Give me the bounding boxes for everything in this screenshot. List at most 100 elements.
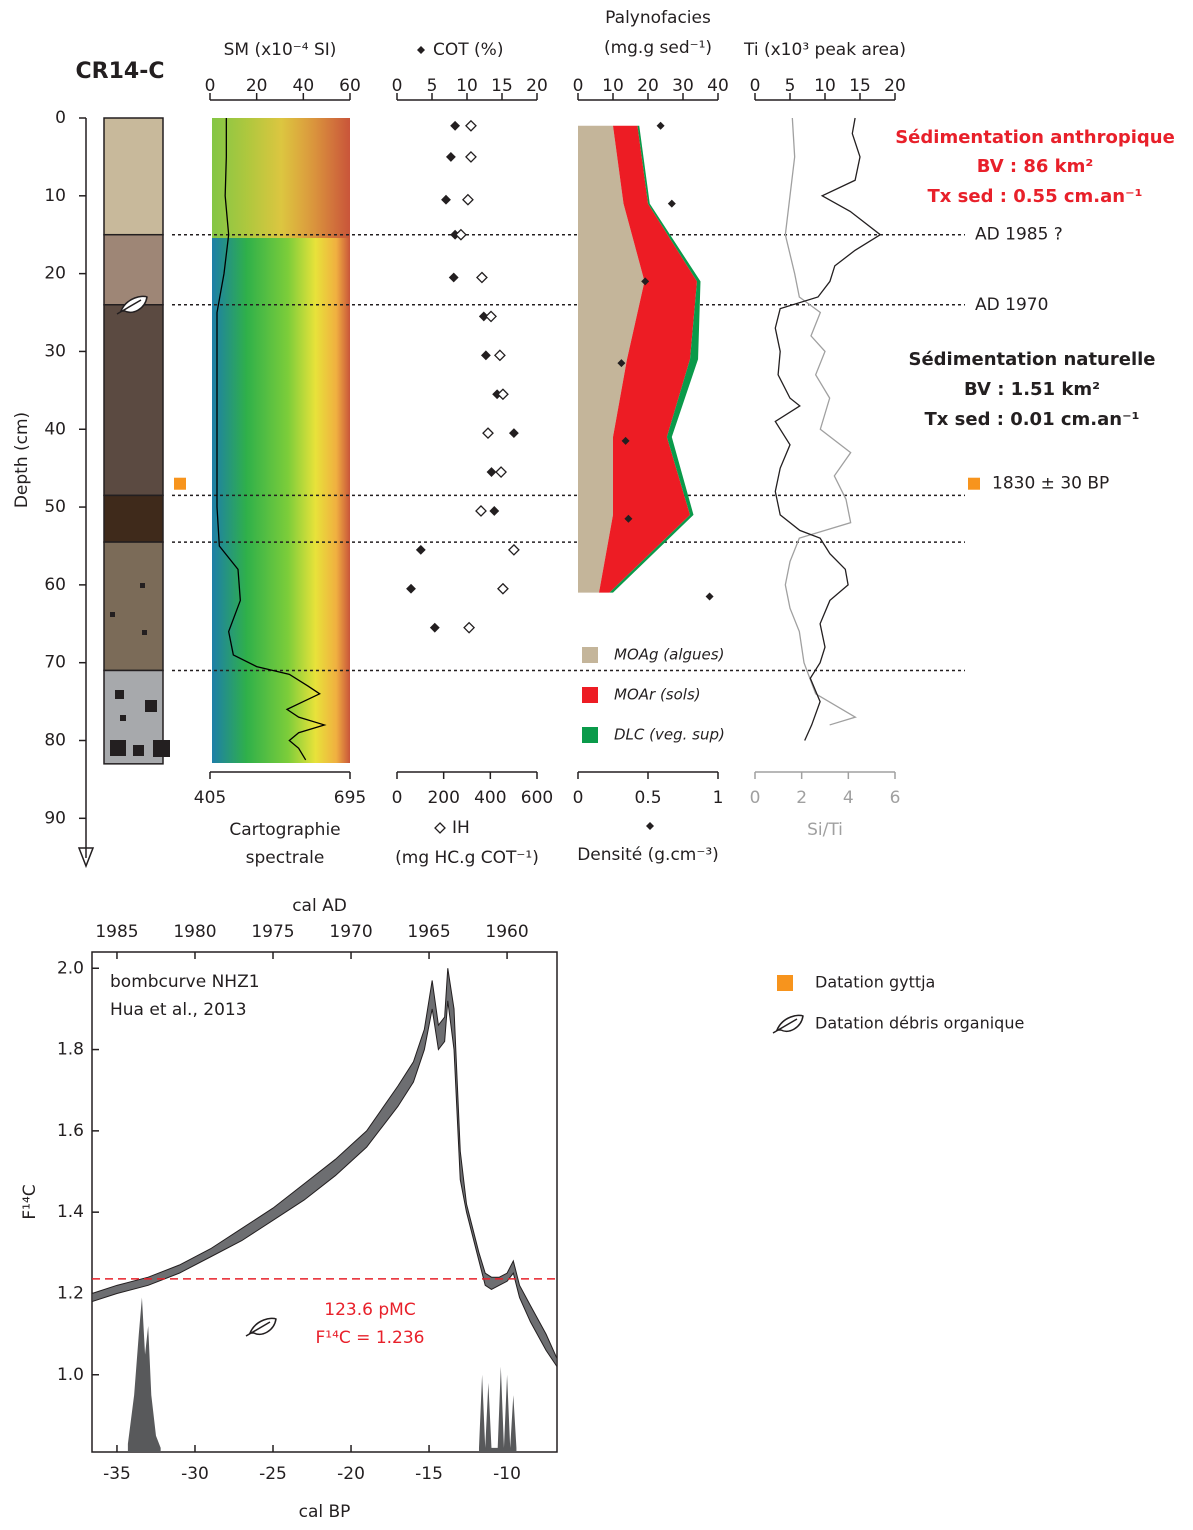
x-tick-label: 0.5 — [634, 788, 661, 808]
probability — [478, 1366, 517, 1452]
annotation: Sédimentation naturelle — [909, 349, 1156, 370]
core-column — [103, 117, 164, 765]
x-tick-label: 40 — [293, 76, 315, 96]
depth-label: Depth (cm) — [12, 412, 32, 508]
legend-marker — [417, 46, 425, 54]
x-tick-label: 0 — [205, 76, 216, 96]
y-label: F¹⁴C — [20, 1184, 40, 1219]
y-tick-label: 1.4 — [57, 1202, 84, 1222]
spectral-image-top — [212, 118, 350, 238]
x2-label: (mg HC.g COT⁻¹) — [395, 848, 539, 868]
annotation: Tx sed : 0.01 cm.an⁻¹ — [925, 409, 1140, 430]
annotation: bombcurve NHZ1 — [110, 972, 260, 992]
gyttja-marker — [968, 477, 980, 490]
data-point — [493, 349, 506, 362]
age-label: 1830 ± 30 BP — [992, 474, 1109, 494]
legend-label: MOAg (algues) — [614, 646, 724, 664]
x-tick-label: 0 — [750, 788, 761, 808]
data-point — [507, 543, 520, 556]
annotation: Sédimentation anthropique — [895, 127, 1175, 148]
x-label: cal BP — [299, 1502, 351, 1522]
legend-swatch — [777, 975, 793, 991]
x2-tick-label: 1985 — [95, 922, 138, 942]
age-label: AD 1970 — [975, 295, 1048, 315]
clasts — [110, 583, 170, 757]
x-tick-label: 0 — [573, 76, 584, 96]
profile-line — [774, 117, 882, 741]
x-tick-label: 20 — [526, 76, 548, 96]
si-ti-line — [784, 117, 857, 726]
data-point — [485, 310, 497, 323]
y-tick-label: 50 — [44, 497, 66, 517]
core-unit — [103, 233, 164, 306]
y-tick-label: 1.8 — [57, 1040, 84, 1060]
data-point — [497, 582, 509, 595]
density-point — [624, 514, 633, 523]
legend-label: MOAr (sols) — [614, 686, 701, 704]
x2-tick-label: 1970 — [329, 922, 372, 942]
gyttja-marker — [174, 477, 186, 490]
data-point — [489, 506, 500, 516]
data-point — [508, 428, 519, 439]
data-point — [450, 120, 461, 131]
y-tick-label: 40 — [44, 419, 66, 439]
density-point — [667, 199, 676, 208]
data-point — [465, 150, 477, 163]
x-tick-label: 0 — [573, 788, 584, 808]
core-unit — [103, 117, 164, 236]
x-tick-label: 40 — [707, 76, 729, 96]
data-point — [475, 505, 487, 517]
plot-frame — [91, 951, 558, 1453]
data-point — [476, 271, 488, 284]
x-tick-label: 400 — [474, 788, 506, 808]
y-tick-label: 10 — [44, 186, 66, 206]
data-point — [406, 583, 416, 594]
legend-swatch — [582, 727, 598, 743]
x-tick-label: 2 — [796, 788, 807, 808]
x2-tick-label: 1965 — [407, 922, 450, 942]
y-tick-label: 70 — [44, 653, 66, 673]
y-tick-label: 1.6 — [57, 1121, 84, 1141]
data-point — [486, 467, 497, 477]
density-point — [621, 436, 630, 445]
depth-axis — [77, 118, 95, 869]
x-tick-label: 30 — [672, 76, 694, 96]
x-tick-label: 15 — [491, 76, 513, 96]
y-tick-label: 80 — [44, 731, 66, 751]
x-tick-label: 15 — [849, 76, 871, 96]
density-point — [705, 592, 714, 601]
data-point — [415, 544, 426, 555]
y-tick-label: 20 — [44, 264, 66, 284]
x-tick-label: 200 — [427, 788, 459, 808]
x2-label: Si/Ti — [807, 820, 843, 840]
x2-label: IH — [452, 818, 470, 838]
x2-label: spectrale — [246, 848, 325, 868]
area — [578, 125, 645, 593]
x-tick-label: 20 — [246, 76, 268, 96]
x-tick-label: 4 — [843, 788, 854, 808]
x-tick-label: 10 — [602, 76, 624, 96]
y-tick-label: 1.2 — [57, 1283, 84, 1303]
data-point — [465, 119, 477, 132]
core-title: CR14-C — [76, 59, 165, 84]
density-point — [617, 359, 626, 368]
y-tick-label: 90 — [44, 808, 66, 828]
x-tick-label: 60 — [339, 76, 361, 96]
x2-label: Densité (g.cm⁻³) — [577, 845, 719, 865]
x2-tick-label: 1975 — [251, 922, 294, 942]
y-tick-label: 60 — [44, 575, 66, 595]
data-point — [482, 427, 494, 440]
leaf-icon — [772, 1014, 804, 1034]
annotation: BV : 1.51 km² — [964, 379, 1100, 400]
dating-label: 123.6 pMC — [324, 1300, 415, 1320]
x-tick-label: 5 — [785, 76, 796, 96]
legend-label: Datation gyttja — [815, 973, 935, 992]
x-tick-label: 20 — [884, 76, 906, 96]
x-tick-label: 695 — [334, 788, 366, 808]
panel-title: (mg.g sed⁻¹) — [604, 38, 712, 58]
annotation: BV : 86 km² — [977, 156, 1094, 177]
data-point — [462, 193, 474, 206]
data-point — [441, 194, 451, 205]
probability — [127, 1297, 161, 1452]
data-point — [445, 151, 456, 162]
